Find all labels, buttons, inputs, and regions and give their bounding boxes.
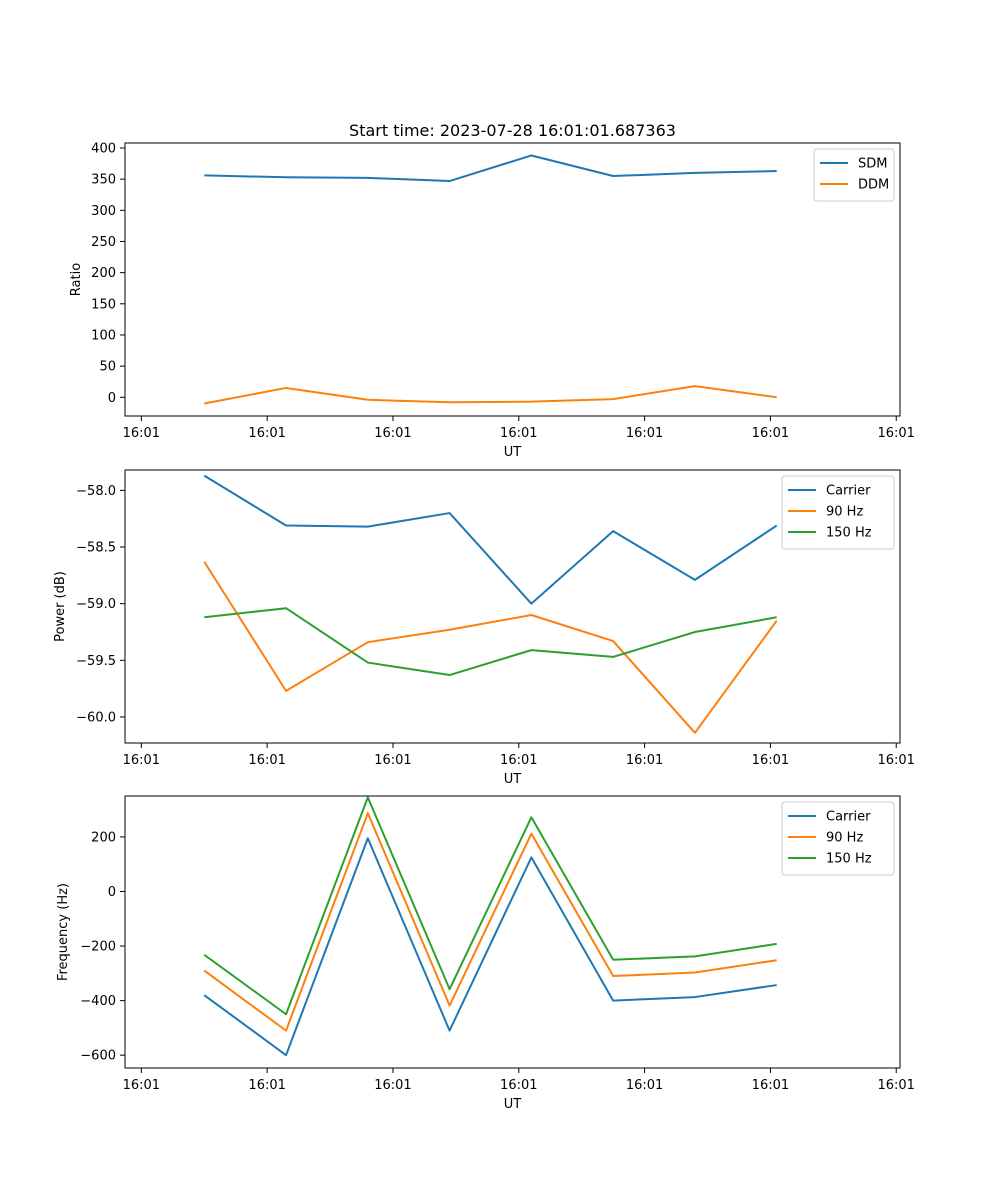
y-tick-label: 200 bbox=[91, 266, 116, 281]
y-tick-label: 50 bbox=[99, 360, 116, 375]
series-line-150-hz bbox=[203, 796, 777, 1016]
y-tick-label: 200 bbox=[91, 830, 116, 845]
y-tick-label: 0 bbox=[108, 391, 116, 406]
legend-label: 90 Hz bbox=[826, 831, 863, 846]
y-tick-label: −60.0 bbox=[76, 710, 116, 725]
y-tick-label: −59.5 bbox=[76, 654, 116, 669]
x-tick-label: 16:01 bbox=[877, 426, 914, 441]
chart-panel-1: 16:0116:0116:0116:0116:0116:0116:0116:02… bbox=[69, 141, 915, 460]
y-tick-label: 100 bbox=[91, 328, 116, 343]
series-line-90-hz bbox=[203, 561, 778, 734]
legend-frame bbox=[781, 801, 895, 876]
y-tick-label: −59.0 bbox=[76, 597, 116, 612]
x-tick-label: 16:01 bbox=[248, 426, 285, 441]
legend-label: Carrier bbox=[826, 484, 871, 499]
x-tick-label: 16:01 bbox=[248, 753, 285, 768]
y-axis-label: Power (dB) bbox=[53, 571, 68, 642]
y-axis-label: Ratio bbox=[69, 263, 84, 296]
x-tick-label: 16:01 bbox=[374, 426, 411, 441]
x-tick-label: 16:01 bbox=[374, 753, 411, 768]
y-tick-label: 0 bbox=[108, 885, 116, 900]
legend-label: Carrier bbox=[826, 810, 871, 825]
x-axis-label: UT bbox=[504, 445, 522, 460]
x-tick-label: 16:01 bbox=[877, 753, 914, 768]
x-tick-label: 16:01 bbox=[626, 426, 663, 441]
x-tick-label: 16:01 bbox=[123, 426, 160, 441]
legend-label: 150 Hz bbox=[826, 526, 872, 541]
x-tick-label: 16:01 bbox=[752, 1078, 789, 1093]
x-tick-label: 16:01 bbox=[374, 1078, 411, 1093]
legend-label: SDM bbox=[858, 157, 887, 172]
x-axis-label: UT bbox=[504, 772, 522, 787]
legend-frame bbox=[781, 475, 895, 550]
x-tick-label: 16:01 bbox=[500, 753, 537, 768]
y-tick-label: −600 bbox=[80, 1049, 116, 1064]
legend: Carrier 90 Hz 150 Hz bbox=[781, 801, 895, 876]
series-line-ddm bbox=[204, 385, 777, 405]
y-tick-label: 150 bbox=[91, 297, 116, 312]
axes-frame bbox=[124, 142, 901, 417]
chart-panel-2: 16:0116:0116:0116:0116:0116:0116:0116:02… bbox=[53, 469, 915, 787]
x-tick-label: 16:01 bbox=[626, 753, 663, 768]
series-line-90-hz bbox=[203, 812, 777, 1032]
axes-frame bbox=[124, 469, 901, 744]
series-line-carrier bbox=[203, 474, 778, 605]
x-tick-label: 16:01 bbox=[752, 753, 789, 768]
y-axis-label: Frequency (Hz) bbox=[56, 883, 71, 981]
x-tick-label: 16:01 bbox=[123, 1078, 160, 1093]
y-tick-label: 300 bbox=[91, 204, 116, 219]
chart-panel-3: 16:0116:0116:0116:0116:0116:0116:0116:02… bbox=[56, 795, 915, 1112]
y-tick-label: −400 bbox=[80, 994, 116, 1009]
charts-group: 16:0116:0116:0116:0116:0116:0116:0116:02… bbox=[53, 141, 915, 1112]
x-tick-label: 16:01 bbox=[877, 1078, 914, 1093]
legend-label: 90 Hz bbox=[826, 505, 863, 520]
x-tick-label: 16:01 bbox=[752, 426, 789, 441]
x-axis-label: UT bbox=[504, 1097, 522, 1112]
x-tick-label: 16:01 bbox=[248, 1078, 285, 1093]
figure-title: Start time: 2023-07-28 16:01:01.687363 bbox=[349, 121, 676, 140]
x-tick-label: 16:01 bbox=[626, 1078, 663, 1093]
y-tick-label: 350 bbox=[91, 173, 116, 188]
x-tick-label: 16:01 bbox=[500, 1078, 537, 1093]
series-line-sdm bbox=[204, 154, 777, 183]
x-tick-label: 16:01 bbox=[123, 753, 160, 768]
y-tick-label: 400 bbox=[91, 141, 116, 156]
y-tick-label: −58.5 bbox=[76, 541, 116, 556]
series-line-150-hz bbox=[204, 607, 777, 677]
y-tick-label: −200 bbox=[80, 940, 116, 955]
x-tick-label: 16:01 bbox=[500, 426, 537, 441]
legend-label: DDM bbox=[858, 178, 889, 193]
y-tick-label: −58.0 bbox=[76, 484, 116, 499]
legend-label: 150 Hz bbox=[826, 852, 872, 867]
legend: SDM DDM bbox=[813, 148, 895, 202]
series-line-carrier bbox=[203, 837, 777, 1057]
y-tick-label: 250 bbox=[91, 235, 116, 250]
axes-frame bbox=[124, 795, 901, 1069]
legend: Carrier 90 Hz 150 Hz bbox=[781, 475, 895, 550]
